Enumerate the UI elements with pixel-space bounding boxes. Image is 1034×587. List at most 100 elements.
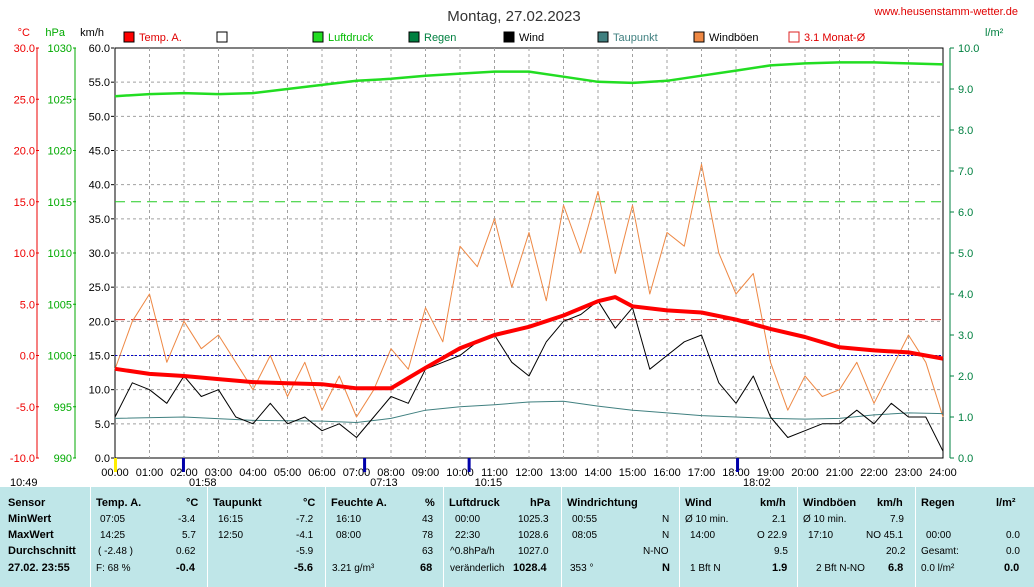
hdr-hum: Feuchte A. — [331, 497, 387, 509]
dew-max-time: 12:50 — [218, 530, 244, 541]
hdr-gust: Windböen — [803, 497, 857, 509]
hdr-wind: Wind — [685, 497, 712, 509]
dir-min: N — [662, 514, 670, 525]
wind-avg: 9.5 — [774, 546, 788, 557]
legend-swatch — [408, 31, 420, 43]
hdr-hum-unit: % — [425, 497, 435, 509]
row-avg-label: Durchschnitt — [8, 545, 76, 557]
site-url[interactable]: www.heusenstamm-wetter.de — [873, 6, 1018, 18]
x-tick: 09:00 — [412, 467, 440, 479]
press-max-time: 22:30 — [455, 530, 481, 541]
dew-min-time: 16:15 — [218, 514, 244, 525]
hum-avg: 63 — [422, 546, 434, 557]
marker-bar — [114, 458, 117, 472]
legend-label: Luftdruck — [328, 32, 374, 44]
x-tick: 04:00 — [239, 467, 267, 479]
legend-label: Temp. A. — [139, 32, 182, 44]
rain-unit: l/m² — [985, 27, 1004, 39]
press-max: 1028.6 — [518, 530, 549, 541]
x-tick: 11:00 — [481, 467, 508, 479]
x-tick: 23:00 — [895, 467, 923, 479]
hum-cur: 68 — [420, 562, 433, 574]
legend-swatch — [123, 31, 135, 43]
hum-cur-note: 3.21 g/m³ — [332, 563, 375, 574]
temp-tick: 0.0 — [20, 351, 35, 363]
wind-unit: km/h — [80, 27, 104, 39]
legend-swatch — [312, 31, 324, 43]
x-tick: 21:00 — [826, 467, 854, 479]
wind-cur-note: 1 Bft N — [690, 563, 721, 574]
temp-min: -3.4 — [178, 514, 196, 525]
stats-table: Sensor Temp. A. °C Taupunkt °C Feuchte A… — [0, 487, 1034, 587]
press-avg: 1027.0 — [518, 546, 549, 557]
wind-tick: 25.0 — [89, 282, 110, 294]
x-tick: 03:00 — [205, 467, 233, 479]
legend-swatch — [693, 31, 705, 43]
dir-avg: N-NO — [643, 546, 669, 557]
temp-tick: 5.0 — [20, 299, 35, 311]
rain-avg: 0.0 — [1006, 546, 1020, 557]
dir-max-time: 08:05 — [572, 530, 598, 541]
temp-avg: 0.62 — [176, 546, 196, 557]
gust-max-time: 17:10 — [808, 530, 834, 541]
hdr-temp: Temp. A. — [96, 497, 142, 509]
wind-cur: 1.9 — [772, 562, 788, 574]
temp-tick: -5.0 — [16, 402, 35, 414]
x-tick: 18:00 — [722, 467, 750, 479]
dew-max: -4.1 — [296, 530, 314, 541]
marker-label: 01:58 — [189, 477, 217, 487]
hum-max: 78 — [422, 530, 434, 541]
legend-label: Regen — [424, 32, 456, 44]
press-min-time: 00:00 — [455, 514, 481, 525]
wind-tick: 5.0 — [95, 419, 110, 431]
rain-tick: 8.0 — [958, 125, 973, 137]
rain-tick: 3.0 — [958, 330, 973, 342]
x-tick: 14:00 — [584, 467, 612, 479]
rain-avg-note: Gesamt: — [921, 546, 959, 557]
legend-label: Wind — [519, 32, 544, 44]
series-wind — [114, 300, 944, 452]
legend-label: 3.1 Monat-Ø — [804, 32, 866, 44]
wind-min: 2.1 — [772, 514, 786, 525]
press-cur-note: veränderlich — [450, 563, 505, 574]
gust-min-note: Ø 10 min. — [803, 514, 847, 525]
row-min-label: MinWert — [8, 513, 52, 525]
marker-label: 10:15 — [475, 477, 503, 487]
series-taupunkt — [114, 400, 944, 423]
dew-cur: -5.6 — [294, 562, 313, 574]
rain-tick: 5.0 — [958, 248, 973, 260]
marker-label: 10:49 — [10, 477, 38, 487]
hdr-press: Luftdruck — [449, 497, 500, 509]
wind-tick: 10.0 — [89, 385, 110, 397]
pressure-tick: 1020 — [48, 146, 72, 158]
rain-tick: 10.0 — [958, 43, 979, 55]
wind-max-time: 14:00 — [690, 530, 716, 541]
hdr-dew-unit: °C — [303, 497, 316, 509]
x-tick: 15:00 — [619, 467, 647, 479]
rain-tick: 6.0 — [958, 207, 973, 219]
x-tick: 07:00 — [343, 467, 371, 479]
temp-max: 5.7 — [182, 530, 196, 541]
x-tick: 24:00 — [929, 467, 957, 479]
rain-max: 0.0 — [1006, 530, 1020, 541]
hdr-dir: Windrichtung — [567, 497, 638, 509]
hdr-dew: Taupunkt — [213, 497, 262, 509]
legend-swatch — [216, 31, 228, 43]
pressure-tick: 1025 — [48, 94, 72, 106]
x-tick: 00:00 — [101, 467, 129, 479]
wind-tick: 40.0 — [89, 180, 110, 192]
wind-tick: 50.0 — [89, 111, 110, 123]
hdr-gust-unit: km/h — [877, 497, 903, 509]
temp-tick: 10.0 — [14, 248, 35, 260]
hdr-press-unit: hPa — [530, 497, 551, 509]
rain-tick: 2.0 — [958, 371, 973, 383]
press-cur: 1028.4 — [513, 562, 547, 574]
wind-tick: 60.0 — [89, 43, 110, 55]
rain-tick: 1.0 — [958, 412, 973, 424]
x-tick: 20:00 — [791, 467, 819, 479]
series-luftdruck — [114, 61, 944, 98]
x-tick: 05:00 — [274, 467, 302, 479]
hdr-wind-unit: km/h — [760, 497, 786, 509]
hum-min-time: 16:10 — [336, 514, 362, 525]
wind-min-note: Ø 10 min. — [685, 514, 729, 525]
